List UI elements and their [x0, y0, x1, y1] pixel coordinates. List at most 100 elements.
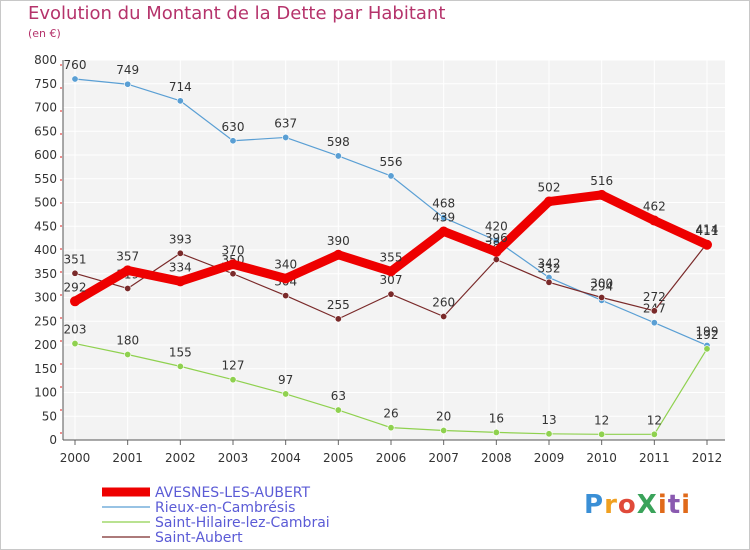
data-point-0	[280, 273, 291, 284]
data-point-2	[124, 350, 132, 358]
data-point-0	[702, 239, 712, 250]
x-tick-label: 2010	[586, 451, 617, 465]
data-point-0	[596, 189, 607, 200]
data-point-1	[334, 152, 342, 160]
data-label-1: 598	[327, 135, 350, 149]
data-point-2	[492, 428, 500, 436]
y-tick-label: 450	[34, 219, 57, 233]
data-point-3	[282, 292, 290, 300]
data-label-2: 26	[383, 407, 398, 421]
data-point-0	[228, 259, 238, 270]
data-label-0: 390	[327, 234, 350, 248]
data-point-2	[229, 376, 237, 384]
data-point-1	[650, 319, 658, 327]
data-label-3: 300	[590, 277, 613, 291]
data-point-1	[229, 137, 237, 145]
legend-label-1: Rieux-en-Cambrésis	[155, 500, 295, 516]
data-label-2: 12	[594, 413, 609, 427]
data-label-1: 749	[116, 63, 139, 77]
x-tick-label: 2006	[376, 451, 407, 465]
data-label-0: 357	[116, 249, 139, 263]
data-label-2: 127	[222, 359, 245, 373]
data-label-2: 97	[278, 373, 293, 387]
data-point-2	[703, 345, 711, 353]
data-point-1	[71, 75, 79, 83]
data-label-3: 255	[327, 298, 350, 312]
data-label-1: 468	[432, 197, 455, 211]
y-tick-label: 700	[34, 101, 57, 115]
chart-title: Evolution du Montant de la Dette par Hab…	[28, 3, 446, 24]
data-point-2	[650, 430, 658, 438]
x-tick-label: 2012	[692, 451, 723, 465]
data-point-1	[282, 133, 290, 141]
data-label-0: 439	[432, 210, 455, 224]
data-label-1: 637	[274, 116, 297, 130]
data-label-0: 396	[485, 231, 508, 245]
x-tick-label: 2004	[270, 451, 301, 465]
data-label-2: 203	[64, 323, 87, 337]
data-label-2: 180	[116, 334, 139, 348]
data-point-3	[492, 255, 500, 263]
data-point-1	[176, 97, 184, 105]
y-tick-label: 200	[34, 338, 57, 352]
data-label-0: 411	[696, 224, 719, 238]
legend-label-3: Saint-Aubert	[155, 530, 243, 546]
data-label-0: 340	[274, 258, 297, 272]
data-point-0	[70, 296, 80, 307]
data-point-0	[386, 266, 396, 277]
data-label-0: 516	[590, 174, 613, 188]
data-point-0	[175, 276, 186, 287]
data-point-3	[124, 284, 132, 292]
data-point-1	[124, 80, 132, 88]
legend-label-2: Saint-Hilaire-lez-Cambrai	[155, 515, 330, 531]
data-label-1: 342	[538, 257, 561, 271]
x-tick-label: 2000	[60, 451, 91, 465]
data-label-3: 272	[643, 290, 666, 304]
y-tick-label: 50	[42, 409, 57, 423]
x-tick-label: 2002	[165, 451, 196, 465]
data-point-0	[544, 196, 554, 207]
data-point-0	[649, 215, 660, 226]
y-tick-label: 100	[34, 386, 57, 400]
data-label-2: 192	[696, 328, 719, 342]
y-tick-label: 500	[34, 196, 57, 210]
x-tick-label: 2005	[323, 451, 354, 465]
x-tick-label: 2008	[481, 451, 512, 465]
y-tick-label: 350	[34, 267, 57, 281]
data-point-2	[334, 406, 342, 414]
data-point-2	[176, 362, 184, 370]
data-point-3	[334, 315, 342, 323]
x-tick-label: 2007	[428, 451, 459, 465]
data-point-1	[492, 237, 500, 245]
data-label-0: 370	[222, 243, 245, 257]
x-tick-label: 2003	[218, 451, 249, 465]
data-label-3: 260	[432, 296, 455, 310]
data-point-3	[176, 249, 184, 257]
data-label-3: 332	[538, 261, 561, 275]
y-tick-label: 150	[34, 362, 57, 376]
data-point-0	[122, 265, 133, 276]
data-point-2	[598, 430, 606, 438]
data-label-1: 714	[169, 80, 192, 94]
chart-subtitle: (en €)	[28, 27, 61, 40]
data-label-1: 199	[696, 324, 719, 338]
data-label-2: 63	[331, 389, 346, 403]
data-label-1: 630	[222, 120, 245, 134]
data-label-1: 294	[590, 279, 613, 293]
data-point-2	[387, 424, 395, 432]
data-label-0: 355	[380, 250, 403, 264]
data-label-3: 393	[169, 232, 192, 246]
data-point-2	[440, 426, 448, 434]
y-tick-label: 650	[34, 124, 57, 138]
data-point-0	[438, 226, 449, 237]
data-point-3	[650, 307, 658, 315]
data-point-3	[229, 270, 237, 278]
x-tick-label: 2009	[534, 451, 565, 465]
legend-label-0: AVESNES-LES-AUBERT	[155, 485, 311, 501]
y-tick-label: 250	[34, 314, 57, 328]
y-tick-label: 0	[49, 433, 57, 447]
data-point-0	[491, 246, 502, 257]
data-label-0: 462	[643, 200, 666, 214]
data-label-1: 556	[380, 155, 403, 169]
